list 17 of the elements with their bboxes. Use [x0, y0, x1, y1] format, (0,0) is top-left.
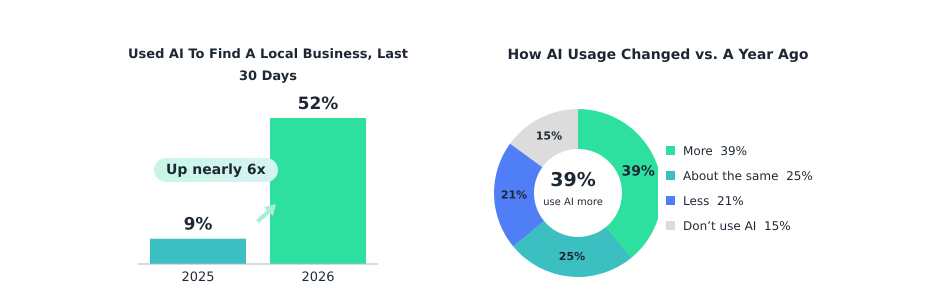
chart-title: Used AI To Find A Local Business, Last 30 Days	[126, 46, 410, 86]
annotation: Up nearly 6x	[154, 158, 278, 182]
x-tick-label: 2026	[301, 270, 335, 286]
data-label: 39%	[621, 163, 655, 180]
legend-label: More 39%	[683, 144, 748, 158]
data-label: 21%	[500, 188, 528, 202]
data-label: 9%	[184, 214, 212, 235]
x-tick-label: 2025	[181, 270, 215, 286]
chart-title: How AI Usage Changed vs. A Year Ago	[506, 46, 810, 65]
data-label: 25%	[558, 250, 586, 264]
legend-label: About the same 25%	[683, 168, 813, 182]
text: 39%	[550, 169, 596, 191]
data-label: 15%	[536, 129, 562, 142]
data-label: 52%	[298, 94, 338, 114]
text: use AI more	[543, 197, 603, 208]
legend-label: Less 21%	[683, 194, 744, 208]
legend-label: Don’t use AI 15%	[683, 218, 791, 232]
